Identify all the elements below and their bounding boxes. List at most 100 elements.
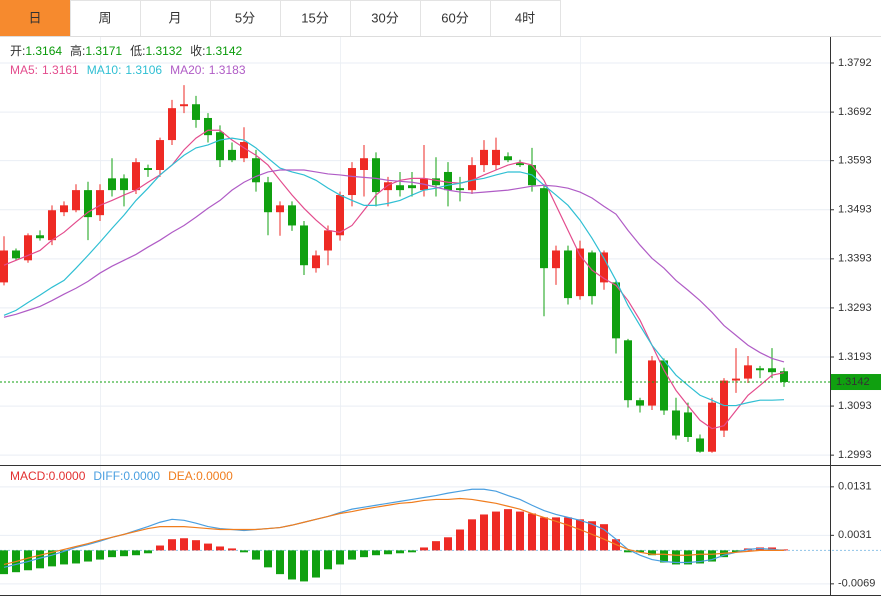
macd-bar	[552, 517, 560, 551]
tab[interactable]	[350, 0, 421, 37]
candle-body	[264, 182, 272, 213]
macd-bar	[480, 514, 488, 551]
tab[interactable]	[0, 0, 71, 37]
candle-body	[108, 178, 116, 191]
candle-body	[120, 178, 128, 191]
candle-body	[672, 410, 680, 436]
readout-value: 1.3142	[205, 44, 242, 58]
macd-bar	[432, 541, 440, 551]
candle-body	[396, 185, 404, 191]
macd-bar	[120, 550, 128, 557]
macd-bar	[708, 550, 716, 562]
candle-body	[636, 400, 644, 406]
readout-value: 0.0000	[196, 469, 233, 483]
macd-bar	[408, 550, 416, 553]
readout-value: 1.3171	[85, 44, 122, 58]
line	[3, 488, 785, 568]
candle-body	[12, 250, 20, 259]
readout-name: 收:	[190, 44, 205, 58]
macd-bar	[636, 550, 644, 553]
readout-name: 开:	[10, 44, 25, 58]
candle-body	[84, 190, 92, 218]
candle-body	[156, 140, 164, 171]
tab[interactable]	[140, 0, 211, 37]
tab[interactable]	[490, 0, 561, 37]
tab-label[interactable]: 4时	[515, 10, 535, 25]
macd-bar	[696, 550, 704, 564]
macd-bar	[60, 550, 68, 565]
tab[interactable]	[70, 0, 141, 37]
macd-bar	[588, 521, 596, 551]
candle-body	[132, 162, 140, 191]
macd-bar	[36, 550, 44, 569]
tab-label[interactable]: 60分	[441, 10, 468, 25]
readout-name: DIFF:	[93, 469, 123, 483]
candle-body	[384, 182, 392, 191]
macd-bar	[624, 550, 632, 553]
macd-bar	[156, 545, 164, 551]
candle-body	[756, 368, 764, 371]
readout-name: MA20:	[170, 63, 205, 77]
tab-label[interactable]: 15分	[301, 10, 328, 25]
tab-label[interactable]: 周	[98, 10, 111, 25]
macd-bar	[312, 550, 320, 578]
candle-body	[60, 205, 68, 213]
last-price-box	[831, 374, 881, 391]
macd-bar	[672, 550, 680, 565]
candle-body	[24, 235, 32, 261]
readout-value: 1.3161	[42, 63, 79, 77]
y-tick-label: 1.2993	[838, 449, 872, 461]
macd-bar	[360, 550, 368, 558]
candle-body	[504, 156, 512, 161]
readout-value: 1.3183	[209, 63, 246, 77]
candle-body	[576, 248, 584, 297]
macd-bar	[540, 517, 548, 551]
macd-bar	[216, 546, 224, 551]
macd-bar	[192, 540, 200, 551]
line	[3, 129, 785, 430]
candle-body	[180, 104, 188, 107]
candle-body	[564, 250, 572, 299]
readout-name: MA10:	[87, 63, 122, 77]
candle-body	[780, 371, 788, 383]
tab-bar: 日 周 月 5分 15分 30分 60分 4时	[0, 0, 561, 37]
macd-bar	[732, 550, 740, 553]
readouts: 开:1.3164 高:1.3171 低:1.3132 收:1.3142	[10, 43, 243, 58]
last-price-label: 1.3142	[836, 376, 870, 388]
macd-bar	[564, 517, 572, 551]
candle-body	[768, 368, 776, 373]
macd-bar	[444, 537, 452, 551]
macd-bar	[648, 550, 656, 556]
readout-name: MA5:	[10, 63, 38, 77]
readout-value: 0.0000	[123, 469, 160, 483]
candle-body	[660, 360, 668, 411]
line	[3, 137, 785, 407]
candle-body	[588, 252, 596, 297]
candle-body	[600, 252, 608, 283]
candle-body	[744, 365, 752, 379]
tab-label[interactable]: 月	[168, 10, 181, 25]
line	[3, 169, 785, 363]
tab-label[interactable]: 5分	[235, 10, 255, 25]
macd-bar	[288, 550, 296, 580]
macd-bar	[204, 543, 212, 551]
readout-value: 0.0000	[49, 469, 86, 483]
y-tick-label: 1.3493	[838, 204, 872, 216]
y-tick-label: 1.3593	[838, 155, 872, 167]
candle-body	[192, 104, 200, 120]
macd-bar	[384, 550, 392, 555]
line	[3, 497, 784, 566]
tab-label[interactable]: 日	[28, 10, 41, 25]
y-tick-label: 1.3093	[838, 400, 872, 412]
tab-label[interactable]: 30分	[371, 10, 398, 25]
candle-body	[624, 340, 632, 401]
candle-body	[288, 205, 296, 226]
candle-body	[300, 225, 308, 266]
candle-body	[348, 168, 356, 196]
y-tick-label: 1.3792	[838, 57, 872, 69]
candle-body	[444, 171, 452, 191]
macd-bar	[504, 509, 512, 551]
macd-bar	[300, 550, 308, 582]
y-tick-label: 1.3293	[838, 302, 872, 314]
